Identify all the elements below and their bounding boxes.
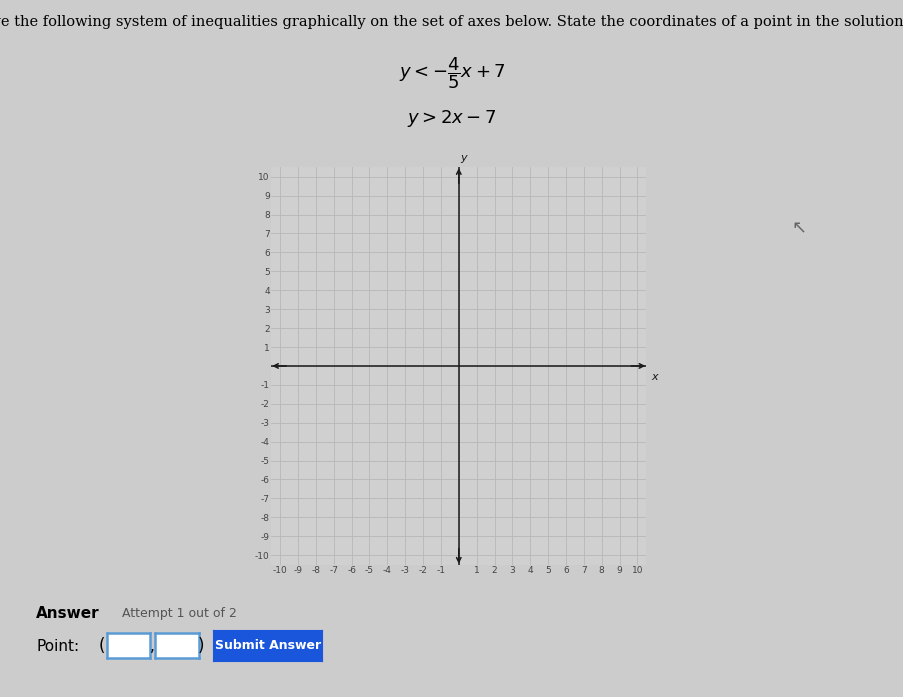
Text: y: y <box>460 153 466 164</box>
Text: $y < -\dfrac{4}{5}x + 7$: $y < -\dfrac{4}{5}x + 7$ <box>398 55 505 91</box>
Text: $y > 2x - 7$: $y > 2x - 7$ <box>407 108 496 129</box>
Text: ,: , <box>149 638 154 654</box>
Text: Point:: Point: <box>36 639 79 654</box>
Text: Attempt 1 out of 2: Attempt 1 out of 2 <box>122 607 237 620</box>
Text: Solve the following system of inequalities graphically on the set of axes below.: Solve the following system of inequaliti… <box>0 15 903 29</box>
Text: ↖: ↖ <box>790 220 805 238</box>
Text: Submit Answer: Submit Answer <box>214 639 321 652</box>
Text: Answer: Answer <box>36 606 99 621</box>
Text: x: x <box>651 372 657 382</box>
Text: (: ( <box>98 637 106 655</box>
Text: ): ) <box>197 637 204 655</box>
